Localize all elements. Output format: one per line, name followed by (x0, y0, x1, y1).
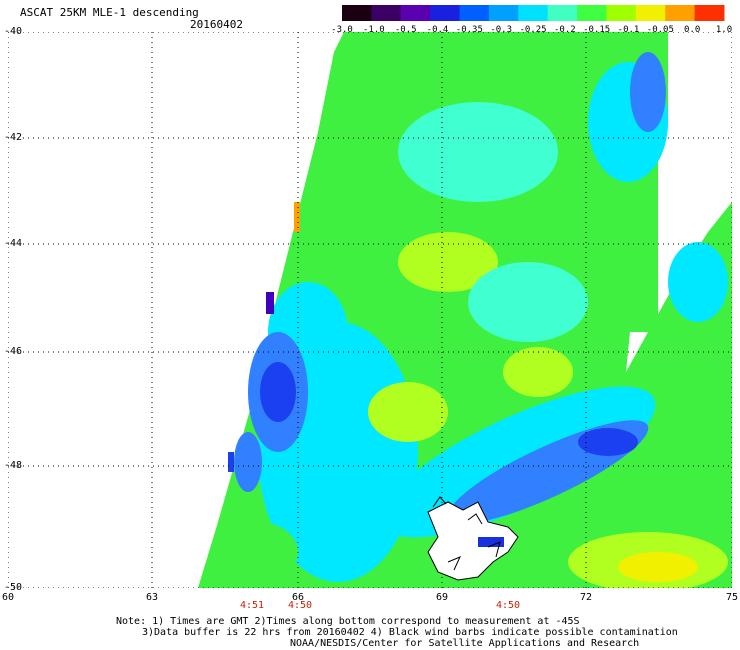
field-region (368, 382, 448, 442)
colorbar-swatch (400, 5, 431, 21)
colorbar-swatch (635, 5, 666, 21)
latitude-label: -42 (4, 132, 23, 143)
colorbar-swatch (694, 5, 725, 21)
latitude-label: -46 (4, 346, 23, 357)
colorbar-tick-label: -0.4 (426, 25, 449, 35)
field-region (618, 552, 698, 582)
kerguelen-island-coastline (427, 496, 519, 581)
colorbar: -3.0 -1.0 -0.5 -0.4 -0.35 -0.3 -0.25 -0.2 -0.15-… (0, 0, 740, 40)
note-line-2: 3)Data buffer is 22 hrs from 20160402 4)… (142, 627, 678, 638)
graticule-grid (8, 32, 732, 588)
colorbar-tick-label: 1.0 (715, 25, 733, 35)
latitude-label: -40 (4, 26, 23, 37)
field-region (578, 428, 638, 456)
longitude-label: 60 (1, 592, 15, 603)
field-region (294, 202, 300, 232)
field-region (228, 452, 234, 472)
field-region (668, 242, 728, 322)
field-region (398, 102, 558, 202)
colorbar-swatch (606, 5, 637, 21)
colorbar-swatch (371, 5, 402, 21)
time-label: 4:51 (239, 600, 265, 611)
field-region (266, 292, 274, 314)
latitude-label: -48 (4, 460, 23, 471)
map-title: ASCAT 25KM MLE-1 descending (20, 6, 199, 19)
scatterometer-field (198, 32, 732, 588)
longitude-label: 66 (291, 592, 305, 603)
longitude-label: 72 (579, 592, 593, 603)
map-date: 20160402 (190, 18, 243, 31)
colorbar-swatches (342, 5, 725, 21)
field-region (234, 432, 262, 492)
colorbar-swatch (518, 5, 549, 21)
island-coastal-cell (478, 537, 504, 547)
time-label: 4:50 (495, 600, 521, 611)
longitude-label: 63 (145, 592, 159, 603)
colorbar-tick-label: -0.2 (553, 25, 576, 35)
field-region (468, 262, 588, 342)
colorbar-tick-label: -3.0 (331, 25, 353, 35)
wind-field-map (8, 32, 732, 588)
longitude-label: 75 (725, 592, 739, 603)
colorbar-tick-label: -0.25 (519, 25, 547, 35)
map-panel (8, 32, 732, 588)
field-region (630, 52, 666, 132)
colorbar-tick-label: -1.0 (362, 25, 385, 35)
note-line-3: NOAA/NESDIS/Center for Satellite Applica… (290, 638, 640, 649)
colorbar-swatch (459, 5, 490, 21)
time-label: 4:50 (287, 600, 313, 611)
field-region (218, 522, 298, 582)
colorbar-tick-label: 0.0 (684, 25, 701, 35)
colorbar-swatch (577, 5, 607, 21)
colorbar-swatch (430, 5, 461, 21)
colorbar-tick-label: -0.15 (583, 25, 611, 35)
colorbar-swatch (665, 5, 696, 21)
colorbar-tick-label: -0.5 (394, 25, 417, 35)
island-inlets (432, 496, 501, 571)
field-region (503, 347, 573, 397)
note-line-1: Note: 1) Times are GMT 2)Times along bot… (116, 616, 580, 627)
colorbar-tick-label: -0.35 (455, 25, 483, 35)
colorbar-tick-label: -0.1 (617, 25, 640, 35)
colorbar-tick-label: -0.3 (490, 25, 512, 35)
longitude-label: 69 (435, 592, 449, 603)
colorbar-tick-label: -0.05 (646, 25, 674, 35)
colorbar-swatch (342, 5, 372, 21)
colorbar-swatch (547, 5, 578, 21)
colorbar-swatch (488, 5, 519, 21)
field-region (398, 232, 498, 292)
field-region (260, 362, 296, 422)
latitude-label: -50 (4, 582, 23, 593)
latitude-label: -44 (4, 238, 23, 249)
